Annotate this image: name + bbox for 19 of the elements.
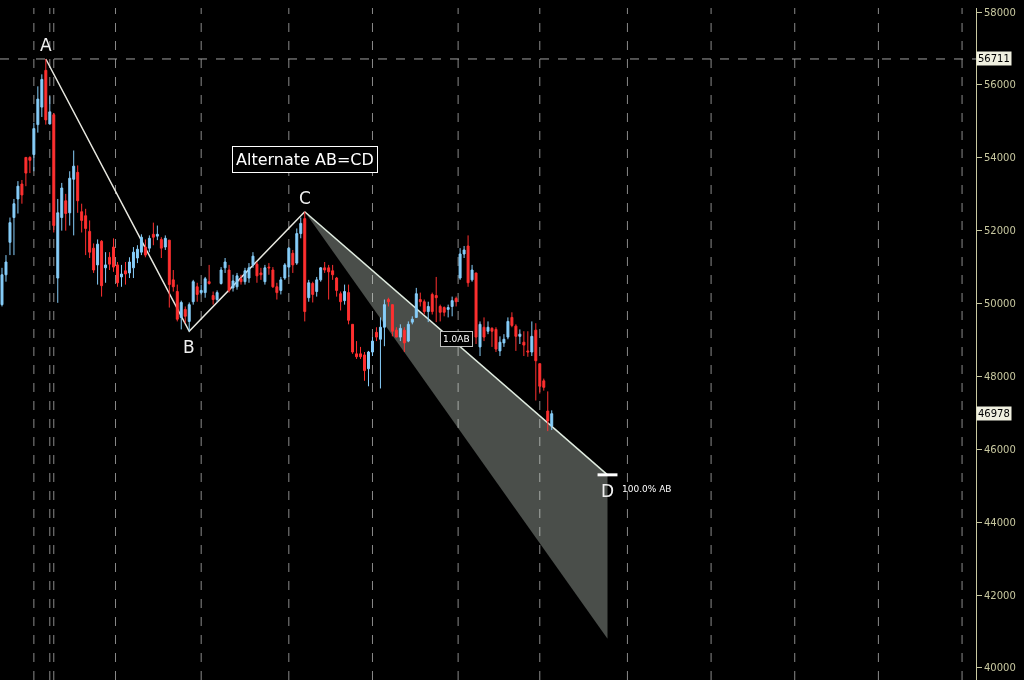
- y-tick-label: 40000: [984, 662, 1016, 674]
- y-tick-label: 54000: [984, 152, 1016, 164]
- annotation: 46978: [978, 408, 1010, 419]
- y-tick-label: 42000: [984, 589, 1016, 601]
- annotation: 100.0% AB: [622, 484, 672, 494]
- y-tick-label: 56000: [984, 79, 1016, 91]
- annotation: D: [601, 481, 615, 501]
- y-tick-label: 52000: [984, 225, 1016, 237]
- y-tick-label: 48000: [984, 370, 1016, 382]
- annotation: C: [299, 188, 311, 208]
- annotation: Alternate AB=CD: [236, 150, 374, 169]
- y-tick-label: 44000: [984, 516, 1016, 528]
- y-tick-label: 58000: [984, 6, 1016, 18]
- ref-line-label: 56711: [978, 53, 1010, 64]
- annotation: A: [40, 35, 52, 55]
- annotation: B: [183, 337, 195, 357]
- annotation: 1.0AB: [443, 334, 470, 344]
- y-tick-label: 46000: [984, 443, 1016, 455]
- y-tick-label: 50000: [984, 298, 1016, 310]
